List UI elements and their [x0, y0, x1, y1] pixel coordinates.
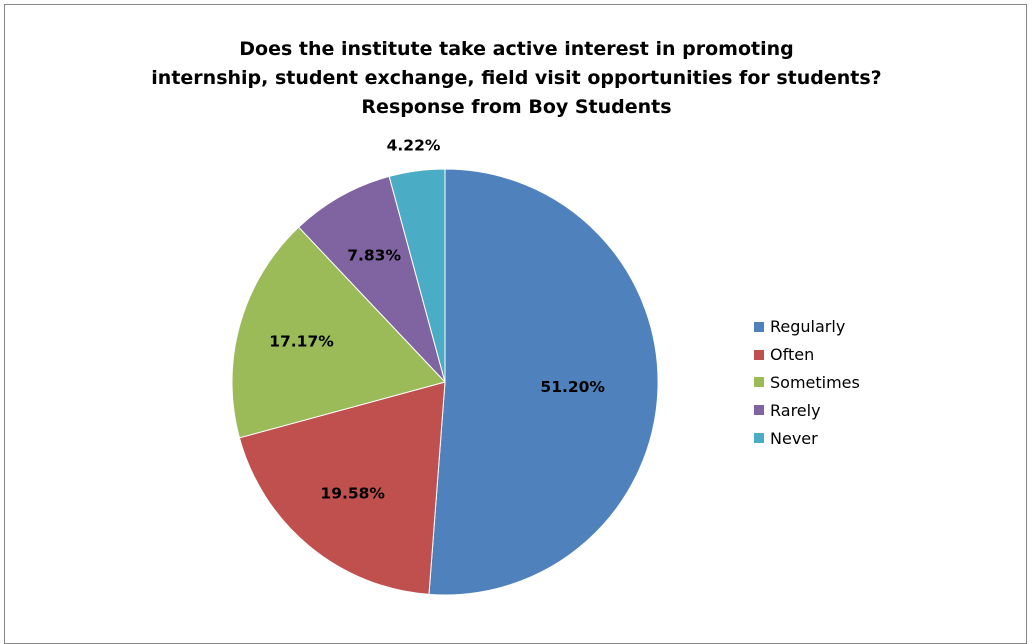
pie-slice-often	[238, 381, 446, 595]
data-label-rarely: 7.83%	[347, 247, 401, 265]
legend-item-regularly: Regularly	[754, 313, 860, 341]
legend-swatch	[754, 405, 764, 416]
chart-title-line-3: Response from Boy Students	[361, 96, 672, 118]
chart-legend: Regularly Often Sometimes Rarely Never	[754, 313, 860, 452]
legend-item-never: Never	[754, 424, 860, 452]
data-label-often: 19.58%	[320, 485, 385, 503]
legend-label: Never	[770, 428, 818, 448]
pie-slice-sometimes	[231, 226, 446, 439]
chart-title-line-1: Does the institute take active interest …	[239, 38, 794, 60]
pie-slice-never	[388, 168, 446, 383]
legend-label: Sometimes	[770, 372, 860, 392]
pie-chart: 51.20% 19.58% 17.17% 7.83% 4.22%	[231, 137, 659, 596]
data-label-sometimes: 17.17%	[269, 333, 334, 351]
data-label-regularly: 51.20%	[540, 378, 605, 396]
chart-title-line-2: internship, student exchange, field visi…	[151, 67, 882, 89]
data-label-never: 4.22%	[387, 137, 441, 155]
legend-swatch	[754, 321, 764, 332]
legend-item-often: Often	[754, 341, 860, 369]
chart-area: Does the institute take active interest …	[4, 4, 1027, 644]
legend-label: Rarely	[770, 400, 821, 420]
legend-swatch	[754, 349, 764, 360]
legend-swatch	[754, 433, 764, 444]
pie-slice-rarely	[297, 175, 446, 383]
legend-label: Regularly	[770, 317, 846, 337]
pie-slice-regularly	[428, 168, 659, 596]
legend-label: Often	[770, 345, 815, 365]
legend-item-sometimes: Sometimes	[754, 369, 860, 397]
legend-swatch	[754, 377, 764, 388]
chart-title: Does the institute take active interest …	[5, 35, 1028, 122]
legend-item-rarely: Rarely	[754, 396, 860, 424]
